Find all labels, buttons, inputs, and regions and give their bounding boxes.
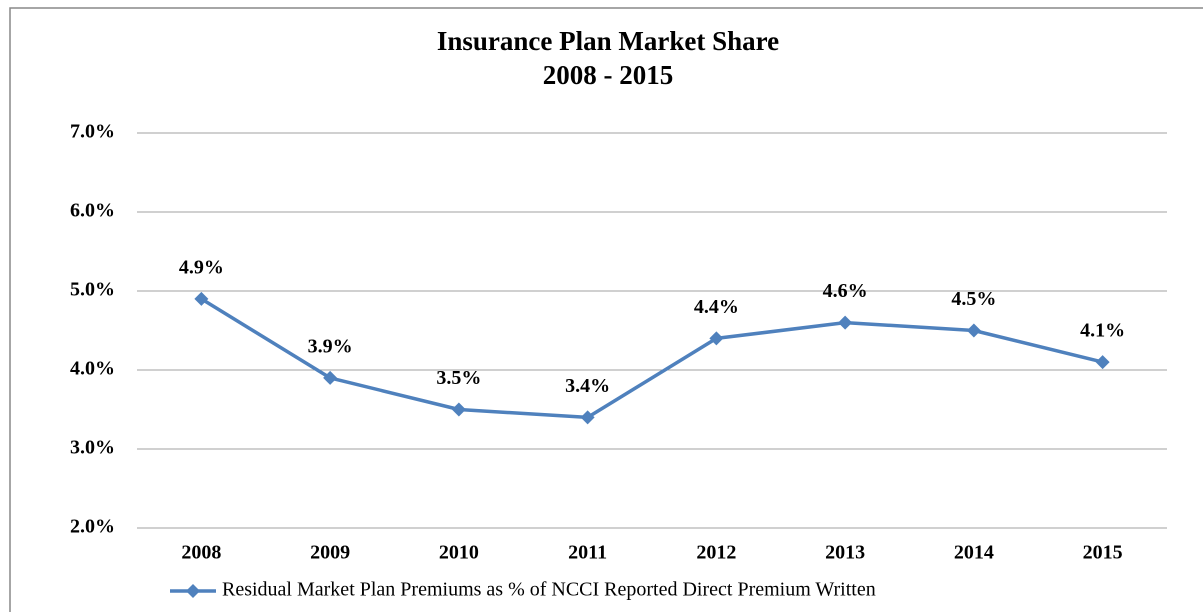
- data-point: [323, 370, 338, 385]
- data-label: 4.5%: [951, 288, 996, 310]
- x-tick-label: 2015: [1083, 542, 1123, 564]
- chart-border: [9, 7, 1203, 612]
- data-point: [194, 291, 209, 306]
- data-point: [580, 410, 595, 425]
- y-tick-label: 3.0%: [70, 437, 115, 459]
- legend-label: Residual Market Plan Premiums as % of NC…: [222, 579, 876, 601]
- x-tick-label: 2013: [825, 542, 865, 564]
- x-tick-label: 2014: [954, 542, 994, 564]
- data-label: 4.1%: [1080, 320, 1125, 342]
- data-label: 4.9%: [179, 256, 224, 278]
- chart-subtitle: 2008 - 2015: [543, 60, 674, 90]
- y-tick-label: 2.0%: [70, 516, 115, 538]
- y-tick-label: 6.0%: [70, 200, 115, 222]
- y-tick-label: 5.0%: [70, 279, 115, 301]
- legend-marker: [186, 584, 200, 598]
- data-point: [966, 323, 981, 338]
- data-point: [451, 402, 466, 417]
- x-tick-label: 2008: [181, 542, 221, 564]
- x-tick-label: 2011: [568, 542, 607, 564]
- series-line: [200, 297, 1104, 420]
- data-point: [709, 331, 724, 346]
- x-tick-label: 2012: [696, 542, 736, 564]
- chart-title: Insurance Plan Market Share: [437, 26, 779, 56]
- data-label: 4.6%: [823, 280, 868, 302]
- x-tick-label: 2009: [310, 542, 350, 564]
- x-tick-label: 2010: [439, 542, 479, 564]
- y-tick-label: 7.0%: [70, 121, 115, 143]
- data-label: 3.4%: [565, 375, 610, 397]
- data-label: 3.9%: [308, 335, 353, 357]
- y-tick-label: 4.0%: [70, 358, 115, 380]
- data-point: [1095, 355, 1110, 370]
- data-label: 4.4%: [694, 296, 739, 318]
- data-point: [838, 315, 853, 330]
- data-label: 3.5%: [436, 367, 481, 389]
